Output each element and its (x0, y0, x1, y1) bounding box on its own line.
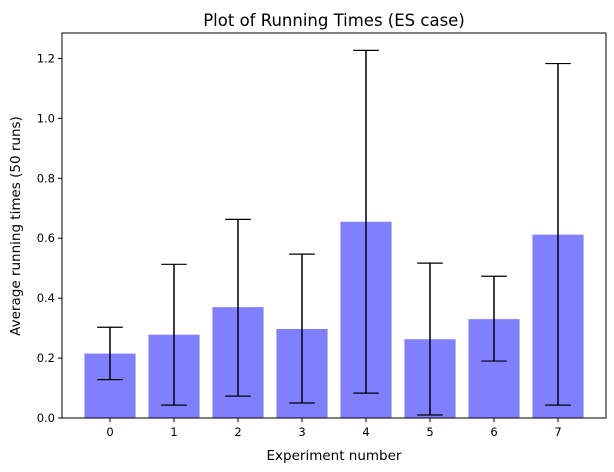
y-axis-label: Average running times (50 runs) (8, 116, 24, 336)
error-bar-6 (481, 275, 507, 362)
error-bar-0 (97, 326, 123, 381)
error-bar-2 (225, 218, 251, 397)
x-tick-label: 7 (554, 425, 561, 439)
x-tick-label: 5 (426, 425, 433, 439)
x-axis-label: Experiment number (267, 448, 402, 464)
error-bar-5 (417, 262, 443, 416)
error-bar-3 (289, 253, 315, 404)
y-tick-label: 0.0 (37, 411, 55, 425)
y-tick-label: 0.4 (37, 291, 55, 305)
y-tick-label: 0.8 (37, 171, 55, 185)
y-tick-label: 1.0 (37, 111, 55, 125)
error-bar-4 (353, 49, 379, 394)
error-bar-7 (545, 62, 571, 406)
chart-title: Plot of Running Times (ES case) (203, 11, 465, 30)
y-tick-label: 0.6 (37, 231, 55, 245)
x-tick-label: 0 (106, 425, 113, 439)
x-tick-label: 1 (170, 425, 177, 439)
plot-frame (61, 32, 607, 419)
x-tick-label: 6 (490, 425, 497, 439)
y-tick-label: 1.2 (37, 51, 55, 65)
x-tick-label: 2 (234, 425, 241, 439)
plot-area: 0 1 2 3 4 5 6 7 0.0 0.2 0.4 0.6 0.8 1.0 1.2 (37, 32, 607, 439)
x-tick-label: 4 (362, 425, 369, 439)
x-tick-label: 3 (298, 425, 305, 439)
y-tick-label: 0.2 (37, 351, 55, 365)
error-bar-1 (161, 263, 187, 406)
